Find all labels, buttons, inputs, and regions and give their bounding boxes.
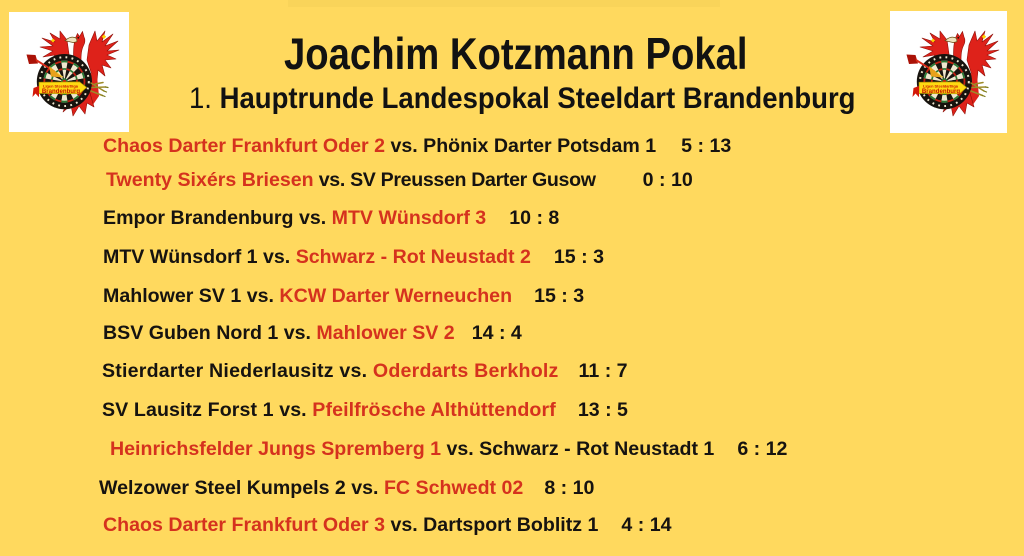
svg-text:Brandenburg: Brandenburg	[42, 88, 81, 95]
svg-text:Brandenburg: Brandenburg	[922, 88, 961, 95]
svg-text:Ligen Steeldartliga: Ligen Steeldartliga	[43, 83, 79, 88]
svg-text:Ligen Steeldartliga: Ligen Steeldartliga	[923, 83, 959, 88]
